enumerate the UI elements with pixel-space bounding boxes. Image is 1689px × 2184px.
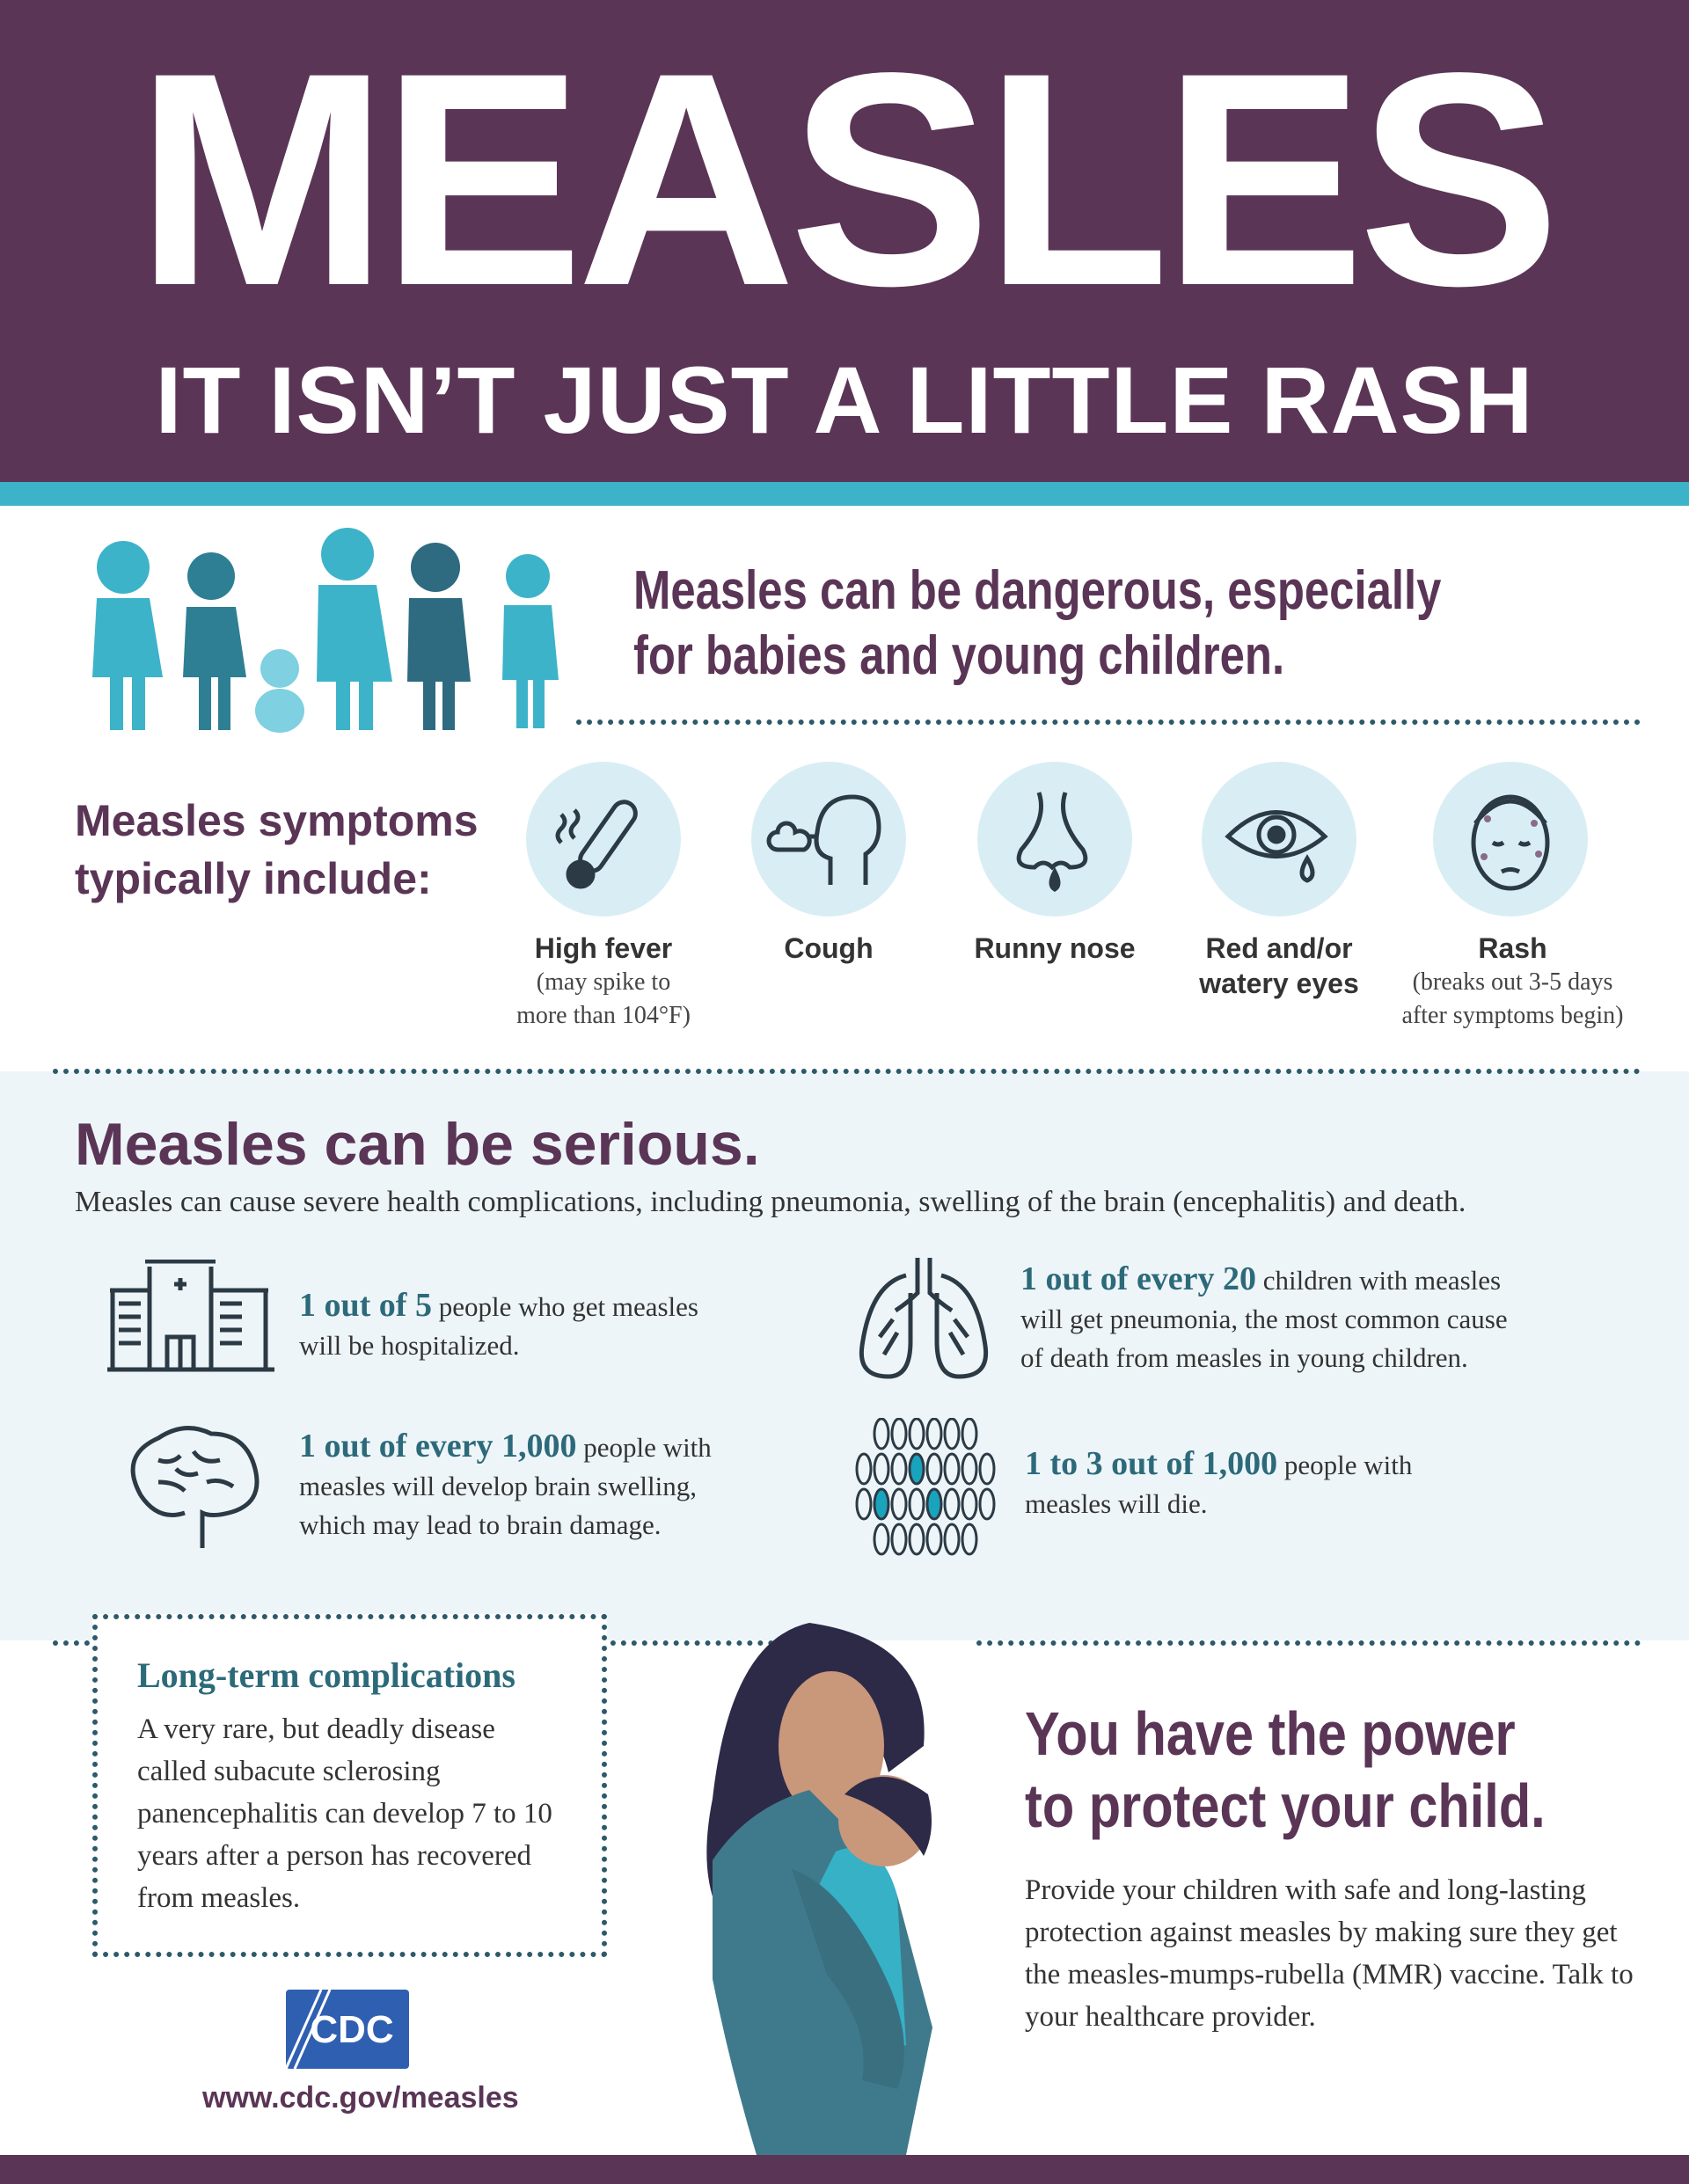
person-figure	[978, 1487, 996, 1521]
person-figure	[908, 1487, 925, 1521]
person-figure	[943, 1487, 961, 1521]
symptom-note: (breaks out 3-5 days	[1412, 968, 1613, 996]
person-figure	[961, 1418, 978, 1450]
cough-icon	[751, 762, 906, 917]
divider	[576, 719, 1641, 725]
person-figure	[925, 1452, 943, 1486]
cdc-logo: CDC	[286, 1990, 409, 2069]
children-silhouettes-icon	[92, 528, 559, 733]
cdc-logo-text: CDC	[310, 2008, 393, 2051]
symptom-note: (may spike to	[536, 968, 671, 996]
long-term-box: Long-term complications A very rare, but…	[92, 1614, 607, 1957]
stat-highlight: 1 out of every 20	[1020, 1260, 1257, 1297]
symptom-name: Cough	[784, 932, 874, 964]
person-figure	[961, 1523, 978, 1556]
stat-deaths: 1 to 3 out of 1,000 people with measles w…	[1025, 1444, 1412, 1523]
person-figure	[925, 1418, 943, 1450]
teal-stripe	[0, 482, 1689, 506]
stat-text: people with	[576, 1432, 712, 1463]
person-figure	[943, 1452, 961, 1486]
person-figure	[890, 1452, 908, 1486]
stat-text: will get pneumonia, the most common caus…	[1020, 1304, 1508, 1334]
header-banner	[0, 0, 1689, 482]
protect-heading: You have the power to protect your child…	[1025, 1698, 1546, 1842]
hospital-icon	[107, 1260, 274, 1372]
serious-section	[0, 1071, 1689, 1640]
stat-highlight: 1 to 3 out of 1,000	[1025, 1445, 1278, 1482]
symptom-note: more than 104°F)	[516, 1002, 691, 1029]
rash-face-icon	[1433, 762, 1588, 917]
stat-text: children with measles	[1256, 1265, 1502, 1296]
stat-highlight: 1 out of 5	[299, 1287, 432, 1324]
divider	[53, 1069, 1641, 1074]
person-figure	[890, 1418, 908, 1450]
symptom-high-fever: High fever (may spike to more than 104°F)	[489, 931, 718, 1033]
symptom-name: Red and/or	[1205, 932, 1353, 964]
symptom-red-eyes: Red and/or watery eyes	[1165, 931, 1393, 1001]
stat-text: measles will develop brain swelling,	[299, 1471, 697, 1501]
person-figure	[855, 1452, 873, 1486]
thermometer-icon	[526, 762, 681, 917]
person-figure	[943, 1418, 961, 1450]
stat-hospitalized: 1 out of 5 people who get measles will be…	[299, 1286, 698, 1365]
person-figure	[873, 1487, 890, 1521]
symptom-name: watery eyes	[1199, 968, 1359, 999]
person-figure	[925, 1487, 943, 1521]
person-figure	[908, 1418, 925, 1450]
person-figure	[943, 1523, 961, 1556]
protect-body: Provide your children with safe and long…	[1025, 1874, 1634, 2033]
stat-highlight: 1 out of every 1,000	[299, 1428, 577, 1465]
stat-text: which may lead to brain damage.	[299, 1509, 662, 1540]
person-figure	[890, 1487, 908, 1521]
person-figure	[890, 1523, 908, 1556]
stat-text: measles will die.	[1025, 1488, 1208, 1519]
person-figure	[961, 1487, 978, 1521]
intro-heading: Measles can be dangerous, especially for…	[633, 559, 1441, 689]
serious-intro: Measles can cause severe health complica…	[75, 1186, 1466, 1218]
person-figure	[961, 1452, 978, 1486]
symptom-rash: Rash (breaks out 3-5 days after symptoms b…	[1396, 931, 1629, 1033]
lungs-icon	[859, 1258, 989, 1379]
runny-nose-icon	[977, 762, 1132, 917]
stat-pneumonia: 1 out of every 20 children with measles w…	[1020, 1260, 1508, 1377]
symptom-runny-nose: Runny nose	[940, 931, 1169, 966]
footer-bar	[0, 2155, 1689, 2184]
symptom-name: High fever	[534, 932, 673, 964]
person-figure	[908, 1452, 925, 1486]
symptom-cough: Cough	[714, 931, 943, 966]
symptoms-label-line: Measles symptoms	[75, 796, 479, 845]
website-link[interactable]: www.cdc.gov/measles	[202, 2081, 519, 2115]
stat-text: people who get measles	[431, 1291, 698, 1322]
serious-heading: Measles can be serious.	[75, 1111, 760, 1178]
symptoms-label-line: typically include:	[75, 854, 432, 903]
page-subtitle: IT ISN’T JUST A LITTLE RASH	[155, 347, 1534, 453]
symptoms-label: Measles symptoms typically include:	[75, 792, 479, 908]
person-figure	[978, 1452, 996, 1486]
mother-child-illustration	[706, 1623, 932, 2155]
stat-text: of death from measles in young children.	[1020, 1342, 1468, 1373]
intro-line: for babies and young children.	[633, 625, 1285, 686]
person-figure	[855, 1487, 873, 1521]
brain-icon	[130, 1426, 260, 1548]
divider	[976, 1640, 1641, 1646]
stat-brain-swelling: 1 out of every 1,000 people with measles …	[299, 1427, 712, 1545]
person-figure	[873, 1523, 890, 1556]
person-figure	[908, 1523, 925, 1556]
person-figure	[873, 1452, 890, 1486]
stat-text: will be hospitalized.	[299, 1330, 520, 1361]
intro-line: Measles can be dangerous, especially	[633, 560, 1442, 621]
stat-text: people with	[1277, 1450, 1413, 1480]
symptom-note: after symptoms begin)	[1401, 1002, 1624, 1029]
red-eye-icon	[1202, 762, 1356, 917]
protect-heading-line: You have the power	[1025, 1699, 1516, 1768]
symptom-name: Runny nose	[974, 932, 1136, 964]
person-figure	[925, 1523, 943, 1556]
page-title: MEASLES	[135, 11, 1561, 349]
protect-heading-line: to protect your child.	[1025, 1771, 1546, 1840]
crowd-icon	[855, 1418, 996, 1556]
person-figure	[873, 1418, 890, 1450]
long-term-body: A very rare, but deadly disease called s…	[137, 1713, 552, 1914]
symptom-name: Rash	[1478, 932, 1547, 964]
long-term-title: Long-term complications	[137, 1655, 515, 1695]
